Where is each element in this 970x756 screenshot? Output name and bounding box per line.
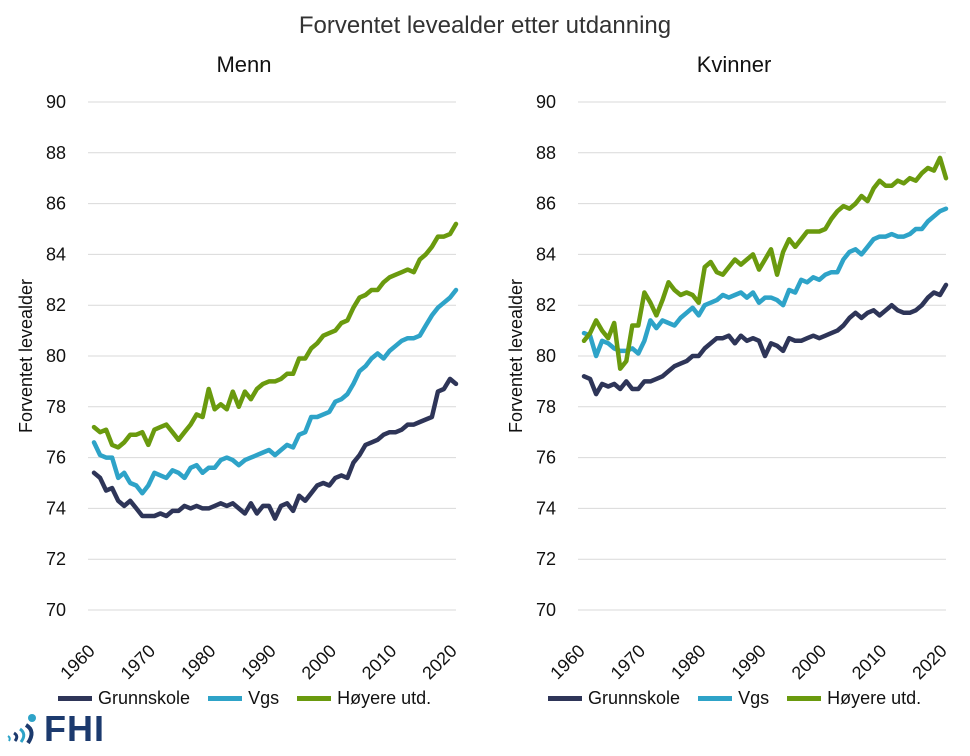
panel1-legend-swatch-hoyere-utd bbox=[787, 696, 822, 701]
panel1-x-tick-2020: 2020 bbox=[908, 641, 950, 683]
panel1-legend-label-vgs: Vgs bbox=[738, 688, 770, 708]
fhi-logo: FHI bbox=[2, 708, 105, 750]
panel1-y-axis-label: Forventet levealder bbox=[506, 279, 526, 433]
panel0-y-tick-74: 74 bbox=[46, 498, 66, 518]
panel0-x-tick-1990: 1990 bbox=[237, 641, 279, 683]
panel1-y-tick-72: 72 bbox=[536, 549, 556, 569]
panel0-y-tick-72: 72 bbox=[46, 549, 66, 569]
panel0-y-tick-84: 84 bbox=[46, 244, 66, 264]
panel1-y-tick-84: 84 bbox=[536, 244, 556, 264]
panel0-x-tick-2000: 2000 bbox=[298, 641, 340, 683]
panel0-y-tick-88: 88 bbox=[46, 143, 66, 163]
panel1-panel-title: Kvinner bbox=[697, 52, 772, 77]
panel0-legend-label-grunnskole: Grunnskole bbox=[98, 688, 191, 708]
panel1-legend-swatch-grunnskole bbox=[548, 696, 582, 701]
panel1-y-tick-82: 82 bbox=[536, 295, 556, 315]
chart-panel-kvinner: Kvinner Forventet levealder 70 72 74 76 78 80 82… bbox=[506, 52, 951, 683]
panel0-legend-item-vgs: Vgs bbox=[208, 688, 279, 709]
panel0-y-axis-label: Forventet levealder bbox=[16, 279, 36, 433]
panel1-x-tick-2000: 2000 bbox=[788, 641, 830, 683]
panel0-x-tick-1970: 1970 bbox=[117, 641, 159, 683]
panel1-x-tick-1990: 1990 bbox=[727, 641, 769, 683]
panel0-y-tick-90: 90 bbox=[46, 92, 66, 112]
figure-title: Forventet levealder etter utdanning bbox=[298, 12, 672, 39]
panel0-series-line-grunnskole bbox=[91, 376, 459, 521]
panel1-y-tick-74: 74 bbox=[536, 498, 556, 518]
panel0-y-tick-76: 76 bbox=[46, 448, 66, 468]
panel1-legend-swatch-vgs bbox=[698, 696, 733, 701]
panel0-legend-swatch-grunnskole bbox=[58, 696, 92, 701]
panel0-x-tick-1980: 1980 bbox=[177, 641, 219, 683]
panel1-y-tick-76: 76 bbox=[536, 448, 556, 468]
chart-panel-menn: Menn Forventet levealder 70 72 74 76 78 80 82 84 8… bbox=[16, 52, 461, 683]
legend-kvinner: Grunnskole Vgs Høyere utd. bbox=[548, 688, 939, 709]
panel0-x-tick-1960: 1960 bbox=[56, 641, 98, 683]
panel0-legend-swatch-vgs bbox=[208, 696, 243, 701]
panel0-y-tick-86: 86 bbox=[46, 194, 66, 214]
panel0-series-line-hoyere-utd bbox=[91, 221, 459, 450]
panel0-panel-title: Menn bbox=[216, 52, 271, 77]
panel0-legend-label-hoyere-utd: Høyere utd. bbox=[337, 688, 432, 708]
panel0-legend-item-grunnskole: Grunnskole bbox=[58, 688, 190, 709]
panel1-x-tick-1970: 1970 bbox=[607, 641, 649, 683]
panel0-legend-swatch-hoyere-utd bbox=[297, 696, 332, 701]
panel1-y-tick-80: 80 bbox=[536, 346, 556, 366]
panel1-x-tick-1960: 1960 bbox=[546, 641, 588, 683]
panel0-y-tick-82: 82 bbox=[46, 295, 66, 315]
panel0-y-tick-70: 70 bbox=[46, 600, 66, 620]
panel1-y-tick-90: 90 bbox=[536, 92, 556, 112]
panel1-legend-item-hoyere-utd: Høyere utd. bbox=[787, 688, 921, 709]
panel1-series-line-vgs bbox=[581, 206, 949, 359]
panel0-legend-item-hoyere-utd: Høyere utd. bbox=[297, 688, 431, 709]
panel1-y-tick-78: 78 bbox=[536, 397, 556, 417]
panel1-legend-item-grunnskole: Grunnskole bbox=[548, 688, 680, 709]
panel1-legend-label-grunnskole: Grunnskole bbox=[588, 688, 681, 708]
panel0-y-tick-78: 78 bbox=[46, 397, 66, 417]
panel1-series-line-grunnskole bbox=[581, 282, 949, 397]
panel1-legend-item-vgs: Vgs bbox=[698, 688, 769, 709]
logo-text: FHI bbox=[44, 708, 105, 749]
panel1-y-tick-70: 70 bbox=[536, 600, 556, 620]
panel0-y-tick-80: 80 bbox=[46, 346, 66, 366]
fhi-logo-icon bbox=[7, 714, 36, 745]
panel1-y-tick-86: 86 bbox=[536, 194, 556, 214]
panel1-series-line-hoyere-utd bbox=[581, 155, 949, 371]
panel1-legend-label-hoyere-utd: Høyere utd. bbox=[827, 688, 922, 708]
panel0-x-tick-2020: 2020 bbox=[418, 641, 460, 683]
legend-menn: Grunnskole Vgs Høyere utd. bbox=[58, 688, 449, 709]
panel0-x-tick-2010: 2010 bbox=[358, 641, 400, 683]
panel1-x-tick-1980: 1980 bbox=[667, 641, 709, 683]
panel1-y-tick-88: 88 bbox=[536, 143, 556, 163]
panel1-x-tick-2010: 2010 bbox=[848, 641, 890, 683]
panel0-series-line-vgs bbox=[91, 287, 459, 496]
panel0-legend-label-vgs: Vgs bbox=[248, 688, 280, 708]
